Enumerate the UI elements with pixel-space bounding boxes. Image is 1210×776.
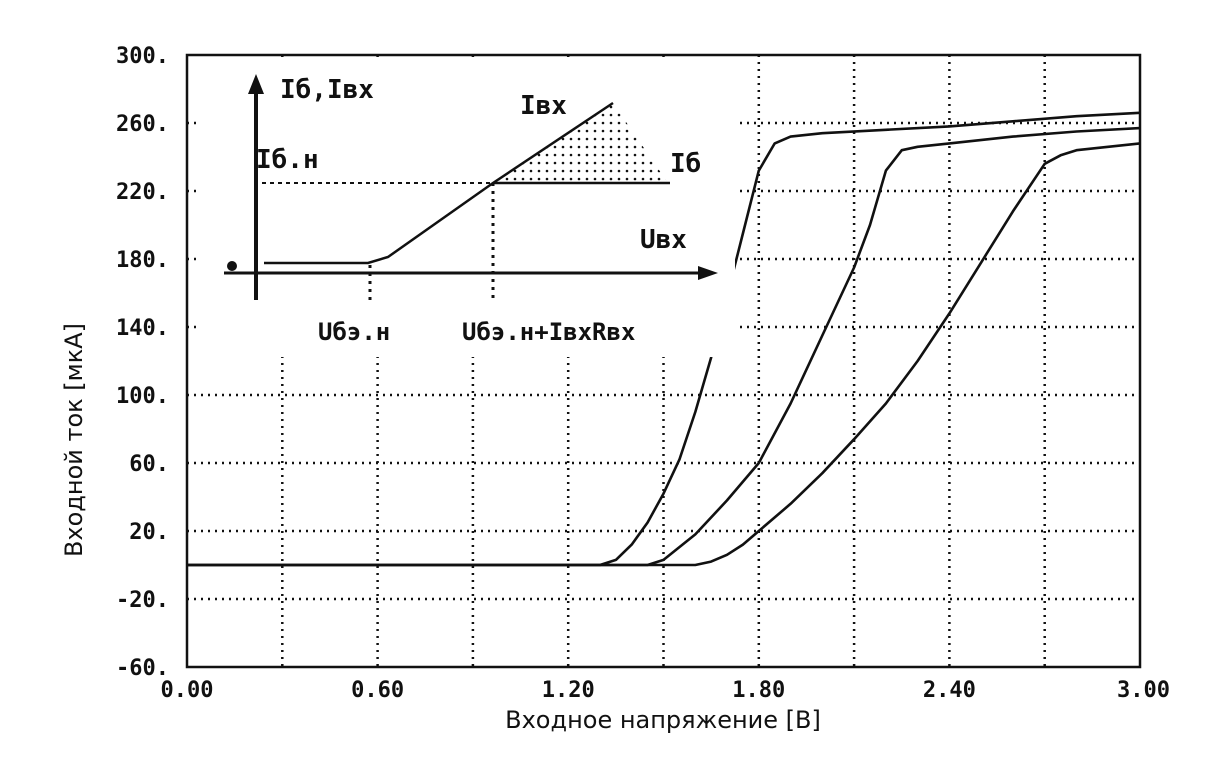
inset-label-ivx: Iвх [520, 91, 567, 121]
x-tick-label: 1.80 [732, 678, 785, 703]
y-tick-label: -60. [116, 656, 169, 681]
inset-label-usum: Uбэ.н+IвхRвх [462, 318, 635, 346]
plot-frame [185, 53, 1142, 669]
x-tick-label: 0.60 [351, 678, 404, 703]
x-tick-label: 2.40 [923, 678, 976, 703]
y-tick-label: 220. [116, 180, 169, 205]
inset-x-arrow-icon [698, 266, 718, 280]
y-tick-label: 260. [116, 112, 169, 137]
y-tick-label: 180. [116, 248, 169, 273]
x-tick-label: 0.00 [161, 678, 214, 703]
series-line-2 [187, 126, 1140, 567]
y-tick-label: 60. [129, 452, 169, 477]
y-tick-label: 140. [116, 316, 169, 341]
inset-ivx-curve [264, 101, 614, 265]
inset-origin-dot [227, 261, 237, 271]
y-tick-label: 20. [129, 520, 169, 545]
y-axis-title: Входной ток [мкА] [60, 323, 88, 557]
inset-background [200, 62, 735, 357]
inset-diagram: Iб,Iвх Iб.н Iвх Iб Uвх Uбэ.н Uбэ.н+IвхRв… [200, 62, 735, 357]
inset-label-ib: Iб [670, 149, 701, 179]
inset-label-uben: Uбэ.н [318, 318, 390, 346]
inset-label-ibn: Iб.н [256, 145, 319, 175]
y-tick-label: 300. [116, 44, 169, 69]
series-line-3 [187, 142, 1140, 567]
y-tick-label: -20. [116, 588, 169, 613]
x-tick-label: 1.20 [542, 678, 595, 703]
inset-label-y-axis: Iб,Iвх [280, 75, 374, 105]
y-tick-label: 100. [116, 384, 169, 409]
inset-y-arrow-icon [248, 74, 264, 94]
inset-label-uvx: Uвх [640, 225, 687, 255]
tick-labels: 300.260.220.180.140.100.60.20.-20.-60.0.… [116, 44, 1170, 703]
x-tick-label: 3.00 [1117, 678, 1170, 703]
x-axis-title: Входное напряжение [B] [505, 706, 821, 734]
inset-shaded-region [493, 103, 668, 183]
